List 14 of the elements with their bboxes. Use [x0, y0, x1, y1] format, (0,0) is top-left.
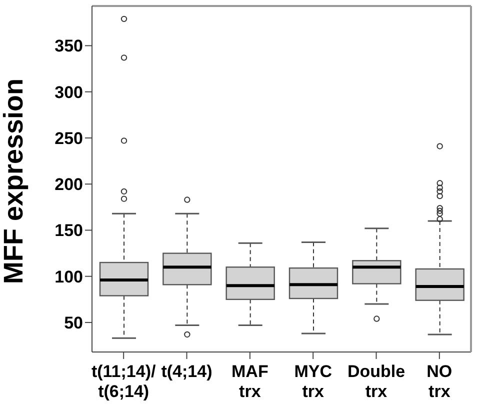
y-tick-label: 50 — [64, 314, 83, 333]
x-tick-label: MYC trx — [294, 362, 332, 401]
y-axis-title: MFF expression — [0, 78, 29, 284]
x-tick-label: Double trx — [347, 362, 406, 401]
y-tick-label: 300 — [54, 82, 83, 102]
x-tick-label: t(4;14) — [161, 362, 212, 381]
y-tick-label: 250 — [54, 128, 83, 148]
y-tick-label: 150 — [54, 221, 83, 240]
y-tick-label: 350 — [54, 36, 83, 56]
x-tick-label: NO trx — [426, 362, 452, 401]
y-tick-label: 100 — [54, 267, 83, 286]
x-tick-label: MAF trx — [232, 362, 268, 401]
x-tick-label: t(11;14)/ t(6;14) — [91, 362, 156, 401]
y-tick-label: 200 — [54, 175, 83, 194]
